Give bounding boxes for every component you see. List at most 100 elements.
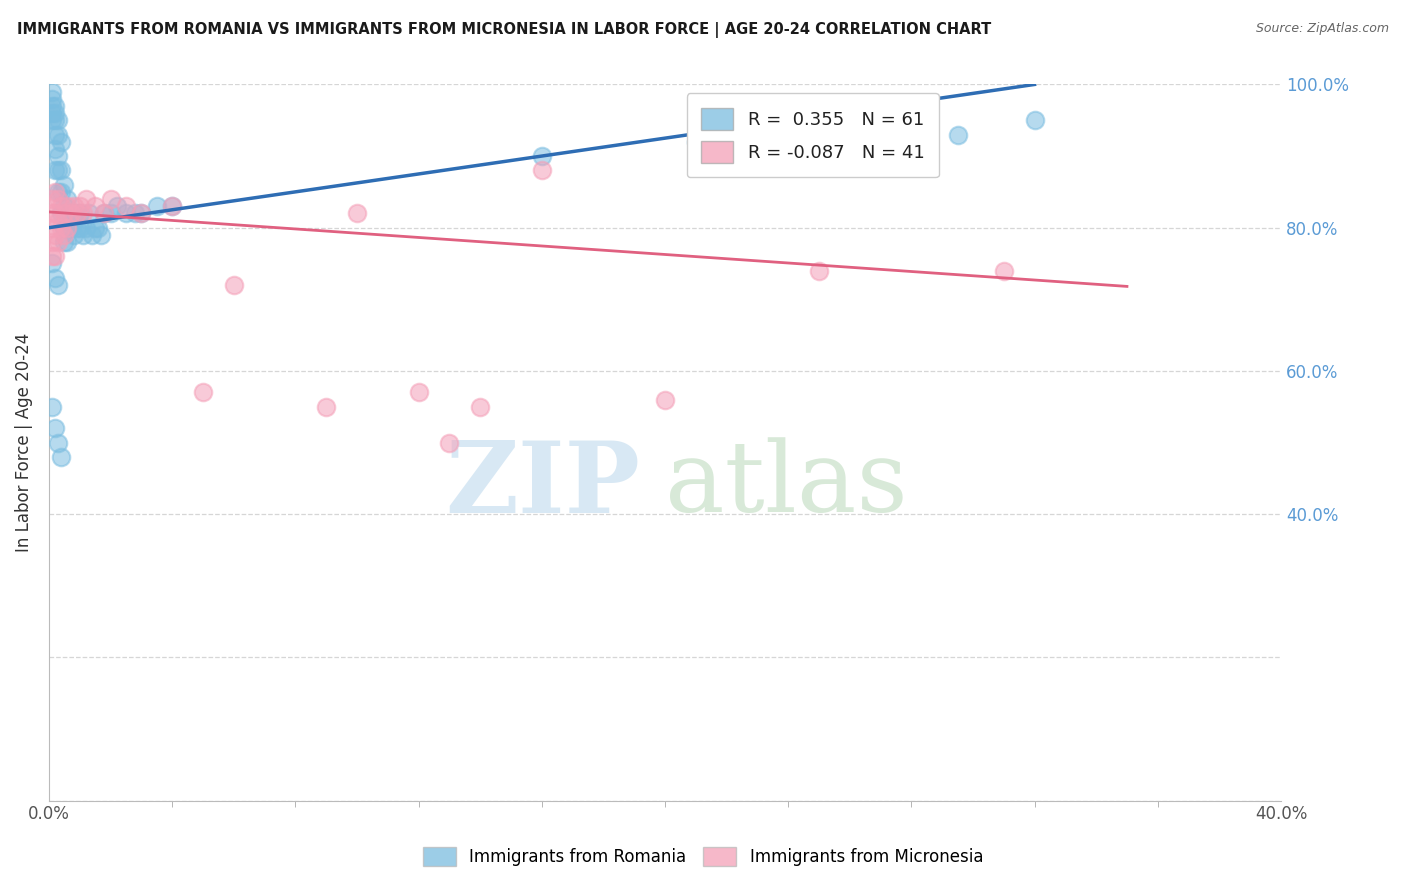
Point [685, 135, 707, 149]
Point [470, 400, 492, 414]
Point [46, 113, 69, 128]
Point [59, 206, 82, 220]
Point [100, 192, 122, 206]
Point [51, 450, 73, 464]
Point [56, 220, 79, 235]
Point [77, 206, 100, 220]
Point [80, 227, 103, 242]
Point [41, 99, 63, 113]
Point [46, 435, 69, 450]
Point [56, 199, 79, 213]
Point [41, 113, 63, 128]
Point [160, 199, 183, 213]
Point [44, 106, 66, 120]
Point [93, 206, 115, 220]
Point [315, 400, 337, 414]
Point [530, 149, 553, 163]
Point [62, 227, 84, 242]
Point [46, 213, 69, 227]
Point [75, 220, 97, 235]
Point [115, 206, 138, 220]
Point [53, 227, 76, 242]
Point [346, 206, 368, 220]
Point [44, 249, 66, 263]
Point [41, 235, 63, 249]
Point [530, 163, 553, 178]
Point [59, 220, 82, 235]
Point [115, 199, 138, 213]
Point [66, 206, 89, 220]
Point [44, 142, 66, 156]
Point [51, 220, 73, 235]
Point [46, 149, 69, 163]
Point [72, 206, 94, 220]
Point [66, 206, 89, 220]
Point [146, 199, 169, 213]
Point [46, 277, 69, 292]
Point [51, 185, 73, 199]
Point [41, 106, 63, 120]
Point [51, 199, 73, 213]
Point [105, 199, 128, 213]
Text: Source: ZipAtlas.com: Source: ZipAtlas.com [1256, 22, 1389, 36]
Point [53, 206, 76, 220]
Point [46, 192, 69, 206]
Point [1024, 113, 1046, 128]
Point [131, 206, 153, 220]
Point [946, 128, 969, 142]
Point [46, 235, 69, 249]
Point [59, 206, 82, 220]
Point [41, 256, 63, 270]
Point [84, 220, 107, 235]
Point [69, 206, 91, 220]
Point [72, 227, 94, 242]
Y-axis label: In Labor Force | Age 20-24: In Labor Force | Age 20-24 [15, 333, 32, 552]
Text: ZIP: ZIP [446, 437, 640, 534]
Point [44, 185, 66, 199]
Point [222, 277, 245, 292]
Point [44, 128, 66, 142]
Point [191, 385, 214, 400]
Point [69, 220, 91, 235]
Point [56, 213, 79, 227]
Point [408, 385, 430, 400]
Point [53, 220, 76, 235]
Point [41, 400, 63, 414]
Point [46, 185, 69, 199]
Text: atlas: atlas [665, 438, 908, 533]
Point [41, 192, 63, 206]
Point [51, 206, 73, 220]
Point [93, 206, 115, 220]
Point [131, 206, 153, 220]
Point [654, 392, 676, 407]
Point [44, 270, 66, 285]
Point [44, 227, 66, 242]
Point [75, 192, 97, 206]
Point [46, 163, 69, 178]
Point [439, 435, 461, 450]
Point [56, 192, 79, 206]
Point [41, 92, 63, 106]
Point [62, 199, 84, 213]
Point [44, 206, 66, 220]
Point [44, 421, 66, 435]
Point [51, 135, 73, 149]
Point [41, 220, 63, 235]
Point [44, 113, 66, 128]
Point [100, 206, 122, 220]
Point [51, 163, 73, 178]
Point [807, 263, 830, 277]
Point [53, 178, 76, 192]
Point [46, 128, 69, 142]
Point [993, 263, 1015, 277]
Point [87, 220, 110, 235]
Legend: R =  0.355   N = 61, R = -0.087   N = 41: R = 0.355 N = 61, R = -0.087 N = 41 [686, 94, 939, 178]
Legend: Immigrants from Romania, Immigrants from Micronesia: Immigrants from Romania, Immigrants from… [415, 838, 991, 875]
Point [41, 206, 63, 220]
Point [160, 199, 183, 213]
Point [66, 220, 89, 235]
Point [124, 206, 146, 220]
Point [53, 235, 76, 249]
Point [41, 249, 63, 263]
Point [44, 99, 66, 113]
